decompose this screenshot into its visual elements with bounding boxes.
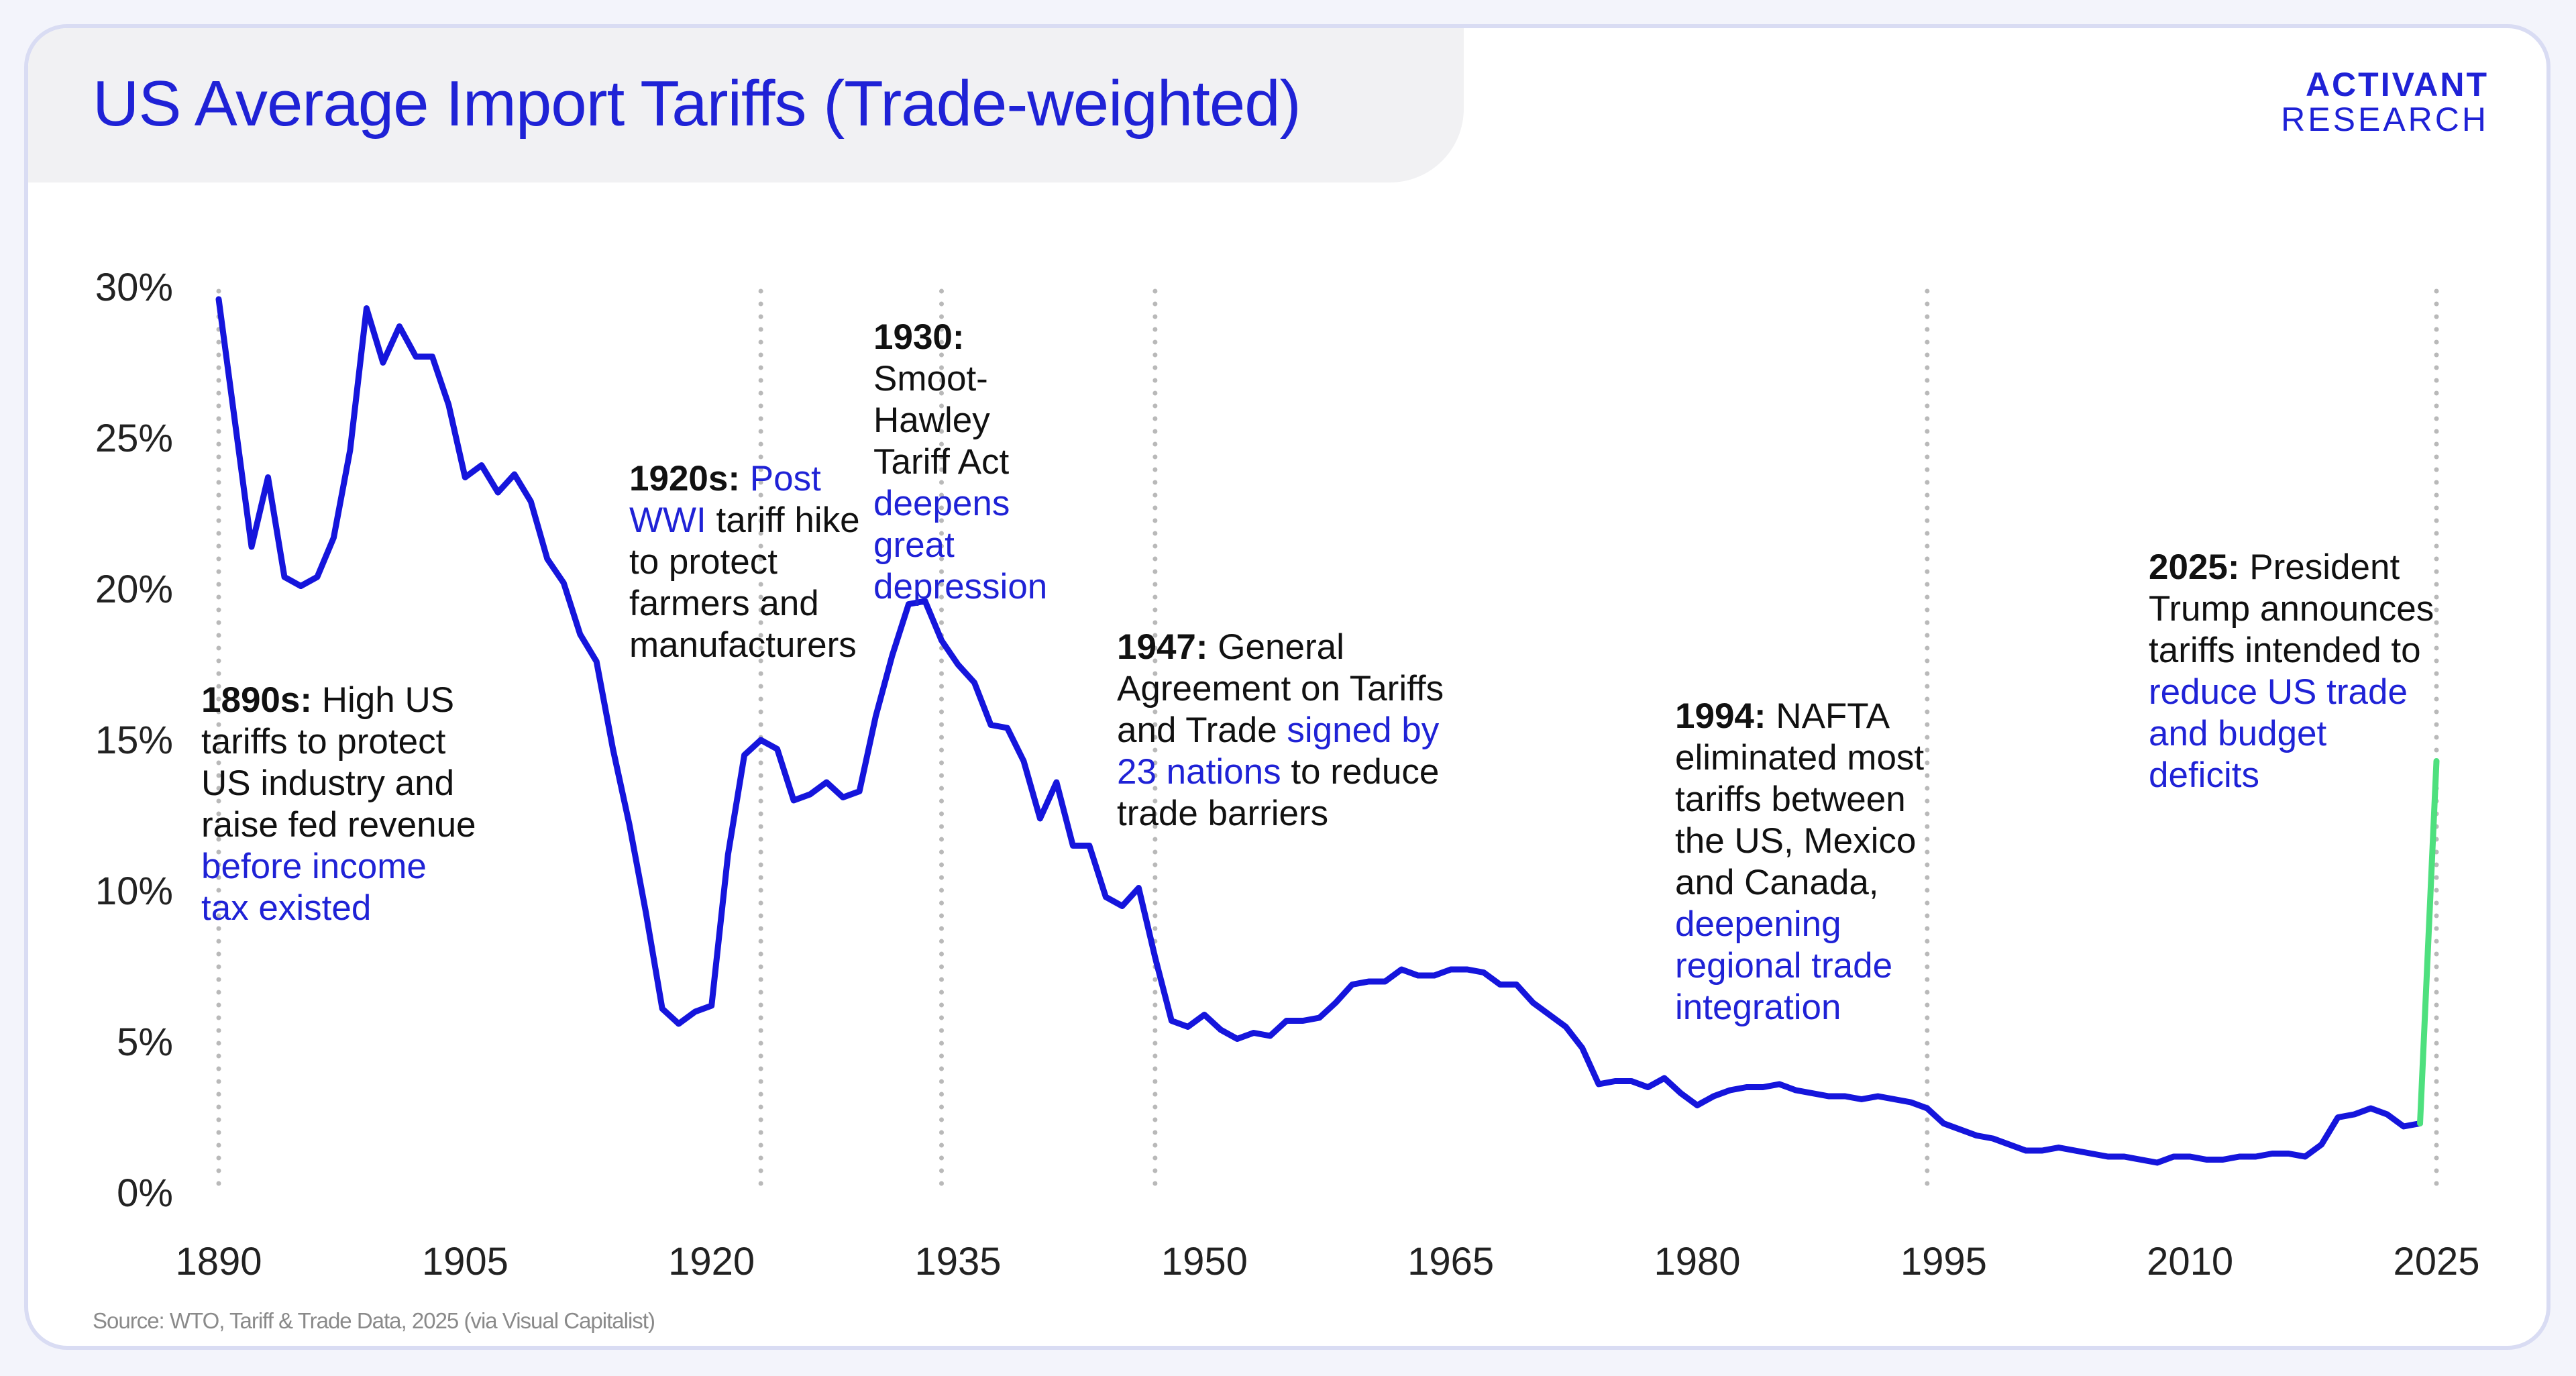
title-tab: [28, 28, 1464, 182]
annotation-1920s: 1920s: Post WWI tariff hike to protect f…: [629, 459, 860, 665]
y-tick-label: 5%: [117, 1020, 173, 1064]
annotation-2025: 2025: President Trump announces tariffs …: [2149, 547, 2434, 795]
x-tick-label: 1965: [1407, 1240, 1494, 1283]
x-tick-label: 2010: [2147, 1240, 2233, 1283]
x-tick-label: 1950: [1161, 1240, 1248, 1283]
y-tick-label: 10%: [95, 869, 173, 913]
x-tick-label: 1980: [1654, 1240, 1740, 1283]
x-tick-label: 1995: [1900, 1240, 1987, 1283]
x-tick-label: 1890: [175, 1240, 262, 1283]
page-title: US Average Import Tariffs (Trade-weighte…: [93, 68, 1301, 140]
annotation-1930: 1930: Smoot-Hawley Tariff Act deepens gr…: [873, 317, 1048, 606]
x-tick-label: 1905: [422, 1240, 508, 1283]
y-tick-label: 25%: [95, 417, 173, 460]
source-note: Source: WTO, Tariff & Trade Data, 2025 (…: [93, 1308, 655, 1333]
x-tick-label: 1935: [914, 1240, 1001, 1283]
series-line-2025: [2417, 758, 2440, 1126]
series-line-tariff: [215, 296, 2423, 1166]
annotation-1947: 1947: General Agreement on Tariffs and T…: [1117, 627, 1444, 833]
activant-logo: ACTIVANT RESEARCH: [2281, 67, 2489, 137]
annotation-1890s: 1890s: High US tariffs to protect US ind…: [201, 680, 476, 928]
annotation-1994: 1994: NAFTA eliminated most tariffs betw…: [1675, 696, 1925, 1027]
y-tick-label: 20%: [95, 568, 173, 611]
logo-line-1: ACTIVANT: [2305, 66, 2489, 103]
y-tick-label: 30%: [95, 266, 173, 309]
y-tick-label: 15%: [95, 719, 173, 762]
x-tick-label: 2025: [2393, 1240, 2479, 1283]
logo-line-2: RESEARCH: [2281, 101, 2489, 138]
x-tick-label: 1920: [668, 1240, 755, 1283]
y-tick-label: 0%: [117, 1171, 173, 1215]
chart-card: US Average Import Tariffs (Trade-weighte…: [24, 24, 2551, 1350]
